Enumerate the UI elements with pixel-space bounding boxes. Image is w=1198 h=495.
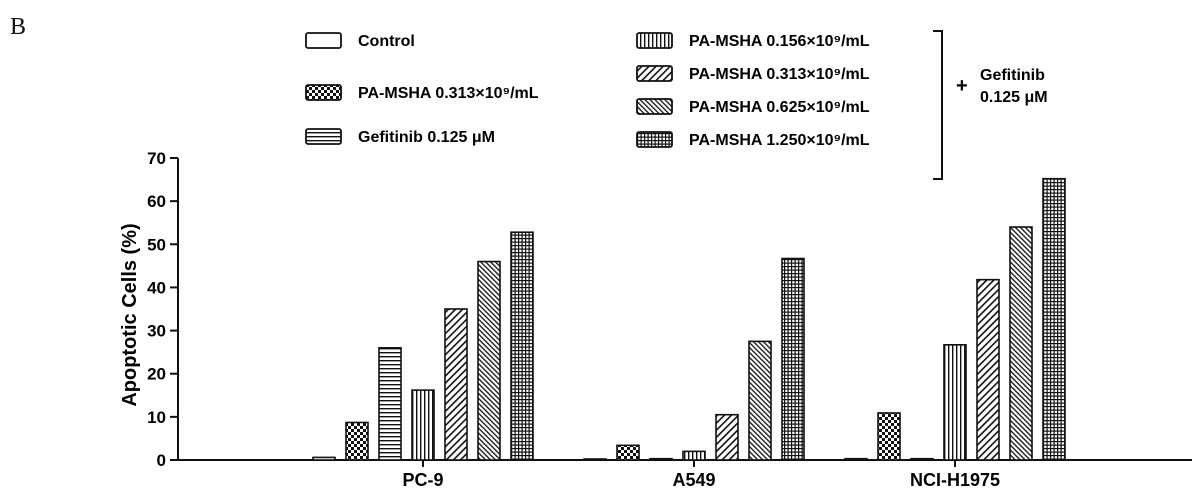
- legend-label: Gefitinib 0.125 μM: [358, 129, 495, 146]
- bar-a549-series-1: [583, 458, 607, 461]
- y-tick-label: 70: [147, 149, 166, 168]
- legend-swatch: [636, 131, 673, 148]
- y-tick-label: 30: [147, 322, 166, 341]
- y-tick-label: 10: [147, 408, 166, 427]
- bar-pc-9-series-6: [477, 260, 501, 461]
- legend-label: PA-MSHA 0.625×10⁹/mL: [689, 99, 870, 116]
- x-tick-label: PC-9: [402, 470, 443, 490]
- bar-nci-h1975-series-3: [910, 457, 934, 461]
- bar-a549-series-6: [748, 340, 772, 461]
- legend-label: PA-MSHA 1.250×10⁹/mL: [689, 132, 870, 149]
- bar-nci-h1975-series-2: [877, 412, 901, 461]
- x-tick-label: A549: [672, 470, 715, 490]
- bar-pc-9-series-2: [345, 421, 369, 461]
- panel-label: B: [10, 14, 27, 40]
- legend-bracket: [933, 30, 943, 180]
- y-tick-label: 20: [147, 365, 166, 384]
- bar-pc-9-series-5: [444, 308, 468, 461]
- legend-plus-sign: +: [956, 75, 968, 97]
- legend-swatch: [636, 65, 673, 82]
- legend-label: PA-MSHA 0.156×10⁹/mL: [689, 33, 870, 50]
- legend-bracket-label-line1: Gefitinib: [980, 67, 1045, 84]
- bar-pc-9-series-3: [378, 347, 402, 461]
- legend-swatch: [305, 32, 342, 49]
- x-tick-label: NCI-H1975: [910, 470, 1000, 490]
- y-tick-label: 0: [157, 451, 166, 470]
- legend-label: Control: [358, 33, 415, 50]
- legend-bracket-label-line2: 0.125 μM: [980, 89, 1048, 106]
- legend-swatch: [636, 98, 673, 115]
- bar-nci-h1975-series-5: [976, 278, 1000, 461]
- bar-a549-series-4: [682, 450, 706, 461]
- bar-a549-series-2: [616, 444, 640, 461]
- legend-swatch: [305, 84, 342, 101]
- legend-label: PA-MSHA 0.313×10⁹/mL: [689, 66, 870, 83]
- bar-pc-9-series-7: [510, 231, 534, 461]
- y-tick-label: 40: [147, 278, 166, 297]
- y-tick-label: 50: [147, 235, 166, 254]
- bar-a549-series-7: [781, 257, 805, 461]
- bar-pc-9-series-1: [312, 456, 336, 461]
- bar-pc-9-series-4: [411, 389, 435, 461]
- y-tick-label: 60: [147, 192, 166, 211]
- bar-nci-h1975-series-4: [943, 344, 967, 461]
- bar-nci-h1975-series-6: [1009, 226, 1033, 461]
- legend-swatch: [305, 128, 342, 145]
- y-axis-label: Apoptotic Cells (%): [119, 223, 141, 406]
- bar-a549-series-3: [649, 457, 673, 461]
- bar-nci-h1975-series-1: [844, 457, 868, 461]
- bar-a549-series-5: [715, 413, 739, 461]
- bar-nci-h1975-series-7: [1042, 177, 1066, 461]
- legend-label: PA-MSHA 0.313×10⁹/mL: [358, 85, 539, 102]
- legend-swatch: [636, 32, 673, 49]
